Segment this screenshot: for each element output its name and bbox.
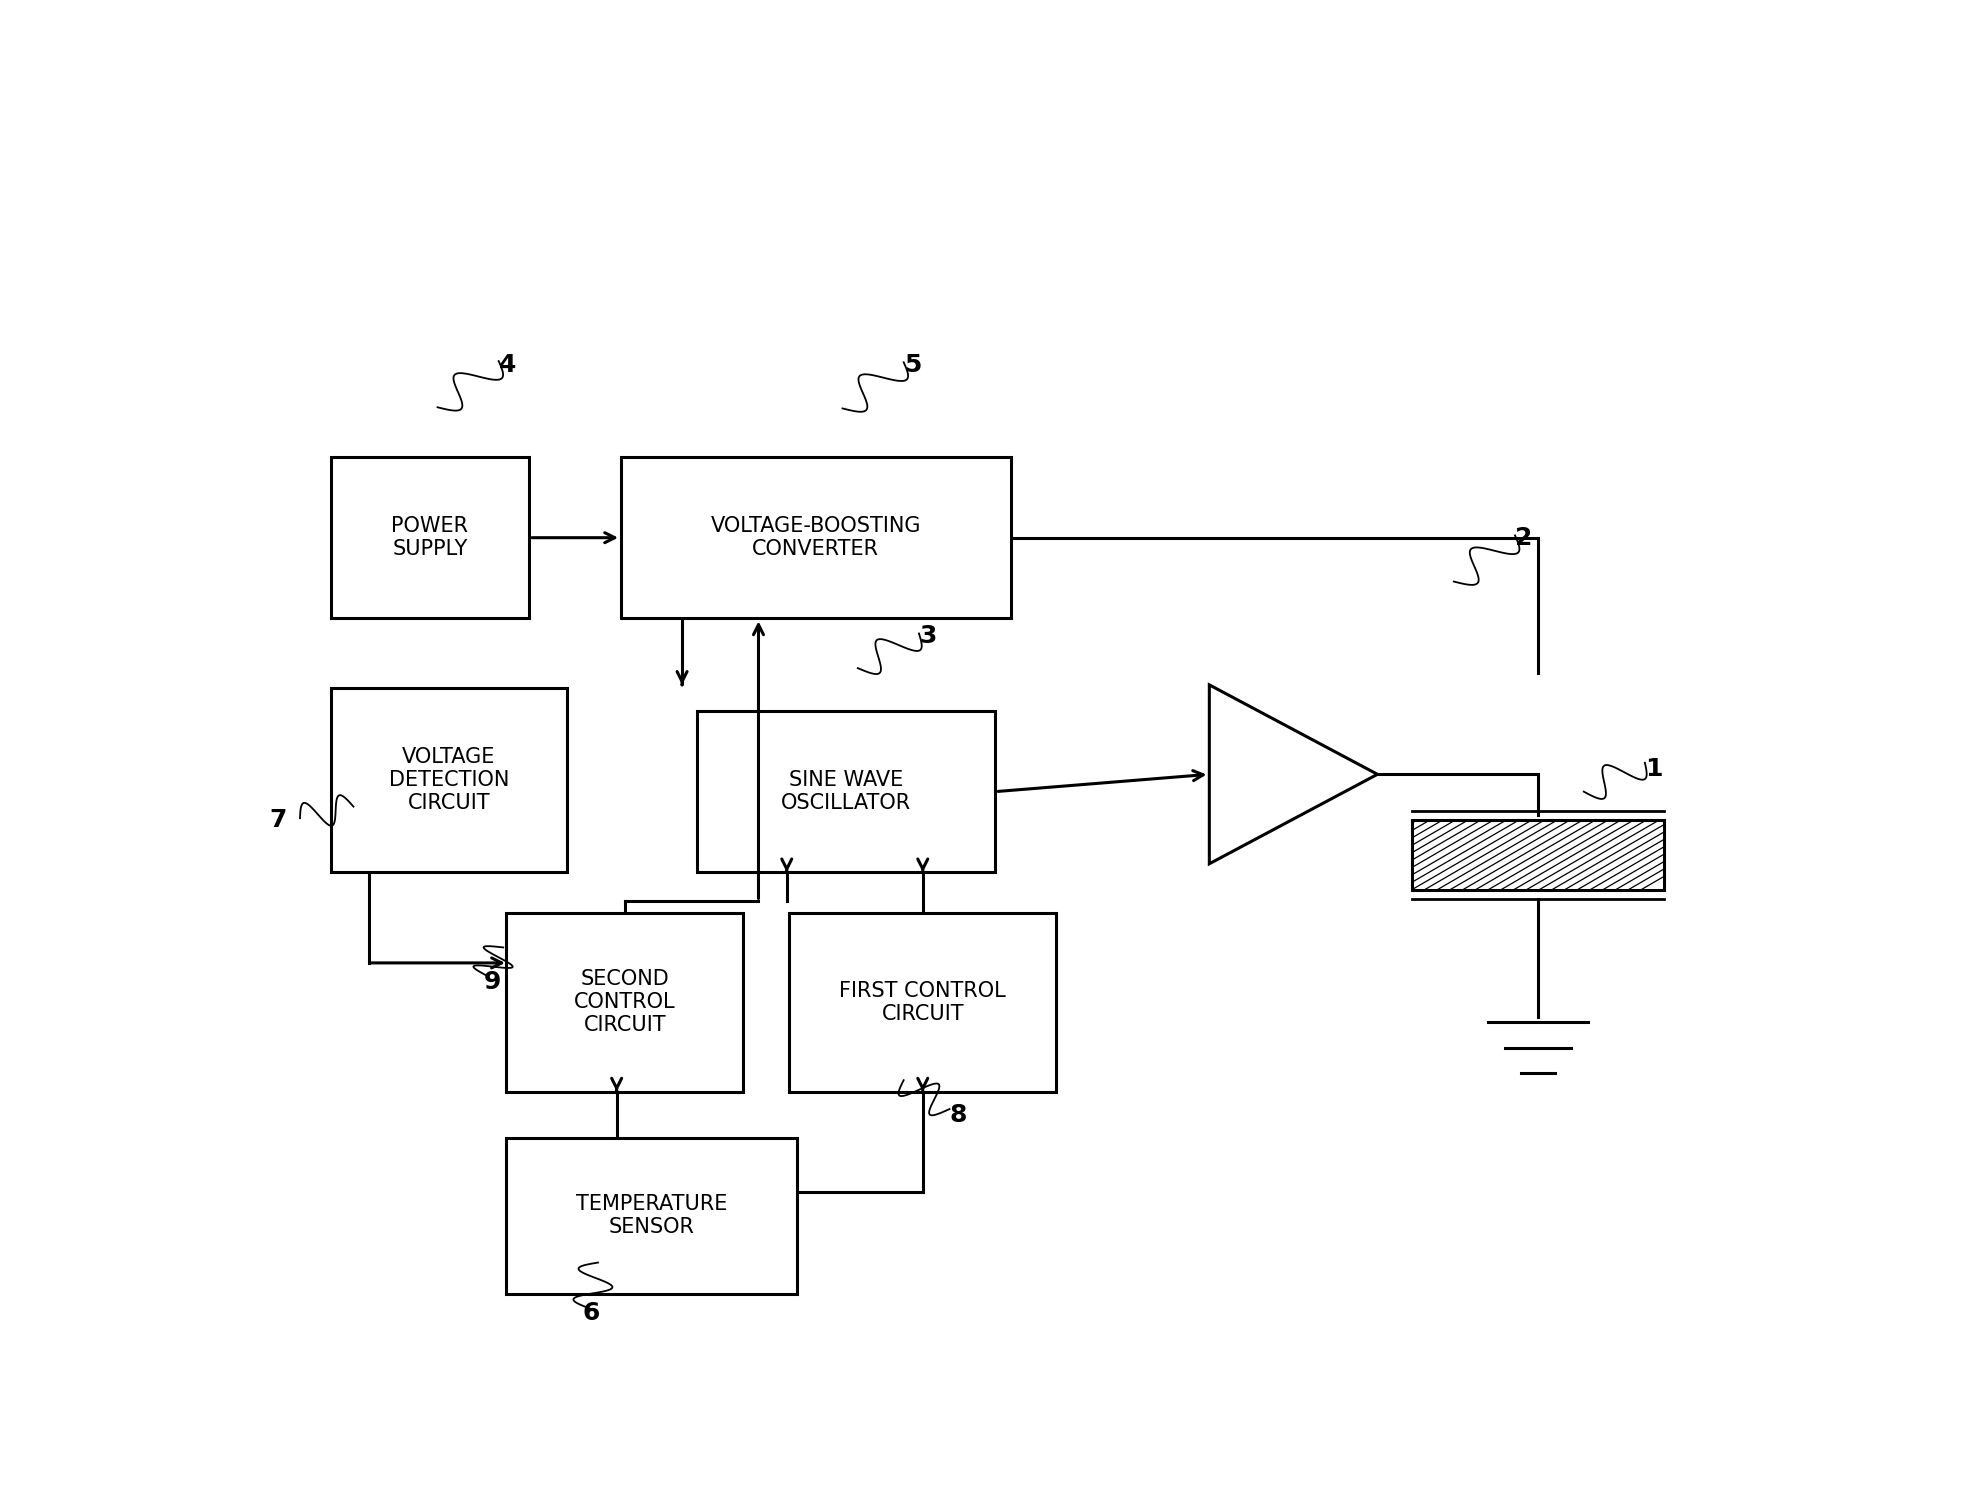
Text: TEMPERATURE
SENSOR: TEMPERATURE SENSOR xyxy=(576,1195,728,1237)
FancyBboxPatch shape xyxy=(331,457,528,619)
Text: 5: 5 xyxy=(903,352,921,376)
Bar xyxy=(1412,820,1664,890)
FancyBboxPatch shape xyxy=(698,711,996,872)
Text: 6: 6 xyxy=(584,1301,599,1325)
Text: SECOND
CONTROL
CIRCUIT: SECOND CONTROL CIRCUIT xyxy=(574,968,676,1036)
FancyBboxPatch shape xyxy=(507,1138,797,1294)
Text: FIRST CONTROL
CIRCUIT: FIRST CONTROL CIRCUIT xyxy=(840,980,1006,1024)
Text: SINE WAVE
OSCILLATOR: SINE WAVE OSCILLATOR xyxy=(781,770,911,814)
Text: VOLTAGE
DETECTION
CIRCUIT: VOLTAGE DETECTION CIRCUIT xyxy=(388,747,509,814)
Text: 3: 3 xyxy=(919,624,937,648)
FancyBboxPatch shape xyxy=(621,457,1010,619)
Text: 2: 2 xyxy=(1514,526,1532,550)
Text: VOLTAGE-BOOSTING
CONVERTER: VOLTAGE-BOOSTING CONVERTER xyxy=(710,516,921,559)
Text: 8: 8 xyxy=(951,1103,966,1127)
Text: 4: 4 xyxy=(499,352,517,376)
Text: 9: 9 xyxy=(483,970,501,994)
Bar xyxy=(1412,820,1664,890)
FancyBboxPatch shape xyxy=(507,913,743,1091)
FancyBboxPatch shape xyxy=(789,913,1057,1091)
FancyBboxPatch shape xyxy=(331,688,568,872)
Text: 1: 1 xyxy=(1645,757,1662,781)
Text: 7: 7 xyxy=(270,808,286,832)
Text: POWER
SUPPLY: POWER SUPPLY xyxy=(390,516,469,559)
